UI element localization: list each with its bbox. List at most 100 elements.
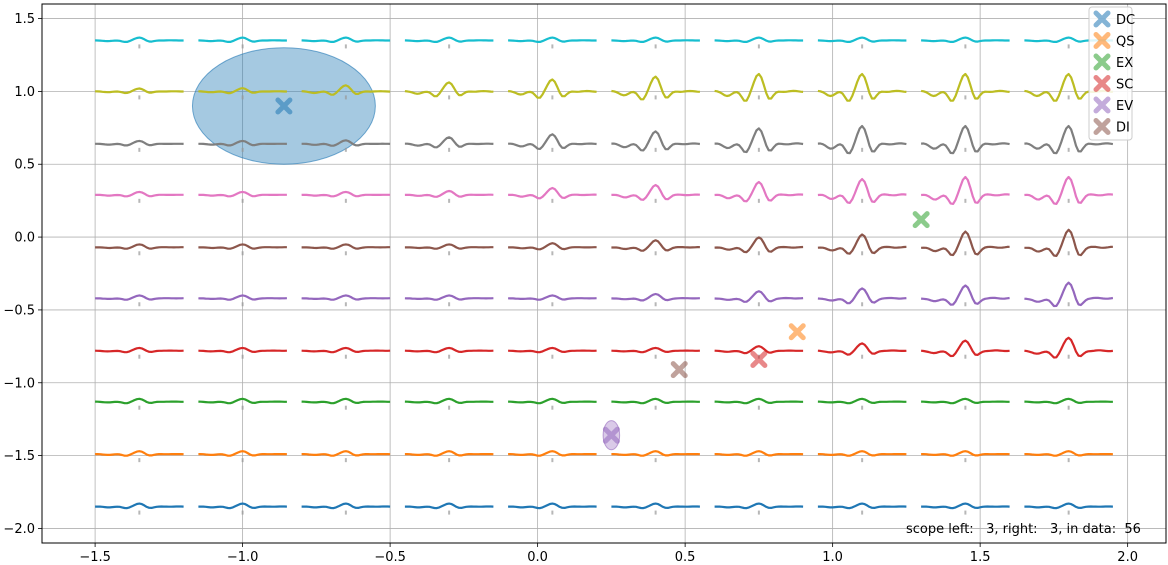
segment-dot [654, 198, 657, 203]
segment-dot [861, 354, 864, 359]
series-segment [508, 78, 597, 99]
segment-dot [448, 95, 451, 100]
segment-dot [964, 510, 967, 515]
legend-label-qs: QS [1116, 35, 1134, 50]
series-segment [921, 397, 1010, 405]
segment-dot [757, 510, 760, 515]
segment-dot [138, 147, 141, 152]
legend-marker-ex [1093, 53, 1111, 71]
segment-dot [654, 458, 657, 463]
series-segment [508, 346, 597, 354]
legend-label-ev: EV [1116, 99, 1133, 114]
series-segment [714, 290, 804, 303]
series-segment [508, 36, 597, 43]
series-segment [404, 397, 494, 405]
axes-frame [41, 3, 1167, 544]
series-segment [714, 236, 804, 254]
series-segment [95, 190, 184, 198]
segment-dot [551, 198, 554, 203]
segment-dot [1067, 147, 1070, 152]
series-segment [404, 81, 494, 98]
x-tick-label: −1.0 [227, 550, 259, 565]
segment-dot [964, 44, 967, 49]
series-segment [404, 450, 494, 457]
segment-dot [241, 302, 244, 307]
segment-dot [551, 302, 554, 307]
y-tick-label: −1.0 [3, 376, 35, 391]
segment-dot [344, 510, 347, 515]
segment-dot [138, 354, 141, 359]
series-segment [611, 450, 700, 457]
segment-dot [551, 405, 554, 410]
series-segment [404, 502, 494, 510]
series-segment [714, 450, 804, 457]
segment-dot [344, 251, 347, 256]
segment-dot [138, 510, 141, 515]
series-segment [714, 502, 804, 510]
series-segment [1024, 450, 1113, 457]
x-tick-label: −1.5 [79, 550, 111, 565]
legend[interactable]: DC QS EX SC EV DI [1088, 6, 1135, 141]
series-segment [404, 136, 494, 149]
series-segment [1024, 175, 1114, 205]
series-segment [198, 190, 287, 198]
series-segment [95, 346, 184, 354]
segment-dot [344, 302, 347, 307]
series-segment [404, 346, 494, 354]
segment-dot [138, 458, 141, 463]
segment-dot [757, 302, 760, 307]
series-segment [95, 243, 184, 250]
segment-dot [654, 510, 657, 515]
series-segment [817, 178, 907, 204]
segment-dot [241, 405, 244, 410]
series-segment [921, 124, 1010, 155]
series-segment [817, 342, 907, 356]
segment-dot [757, 44, 760, 49]
series-segment [921, 284, 1010, 306]
ticks: −1.5 −1.0 −0.5 0.0 0.5 1.0 1.5 2.0 1.5 1.0 0.5 0.0 −… [3, 12, 1138, 565]
series-segment [1024, 281, 1114, 308]
series-segment [611, 183, 700, 201]
segment-dot [654, 44, 657, 49]
series-segment [198, 87, 287, 95]
series-segment [95, 87, 184, 95]
segment-dot [551, 354, 554, 359]
series-segment [817, 502, 907, 510]
segment-dot [448, 458, 451, 463]
segment-dot [448, 302, 451, 307]
segment-dot [241, 251, 244, 256]
segment-dot [861, 95, 864, 100]
series-segment [301, 36, 391, 43]
segment-dot [344, 405, 347, 410]
series-segment [611, 346, 700, 354]
segment-dot [1067, 198, 1070, 203]
segment-dot [1067, 251, 1070, 256]
legend-label-ex: EX [1116, 56, 1133, 71]
marker-ex [912, 211, 930, 229]
segment-dot [138, 44, 141, 49]
segment-dot [964, 251, 967, 256]
segment-dot [964, 302, 967, 307]
segment-dot [1067, 302, 1070, 307]
series-segment [508, 242, 597, 251]
series-segment [95, 450, 184, 457]
series-segment [714, 72, 804, 102]
segment-dot [861, 405, 864, 410]
legend-marker-qs [1093, 32, 1111, 49]
segment-dot [241, 354, 244, 359]
series-segment [198, 397, 287, 405]
marker-dc [275, 97, 293, 115]
segment-dot [757, 95, 760, 100]
segment-dot [344, 458, 347, 463]
series-segment [611, 75, 700, 101]
series-segment [508, 294, 597, 301]
segment-dot [861, 251, 864, 256]
segment-dot [861, 44, 864, 49]
series-segment [404, 189, 494, 198]
series-segment [1024, 228, 1113, 257]
segment-dot [344, 354, 347, 359]
scope-info-text: scope left: 3, right: 3, in data: 56 [906, 522, 1141, 537]
series-segment [714, 397, 804, 405]
segment-dot [1067, 44, 1070, 49]
segment-dot [241, 147, 244, 152]
